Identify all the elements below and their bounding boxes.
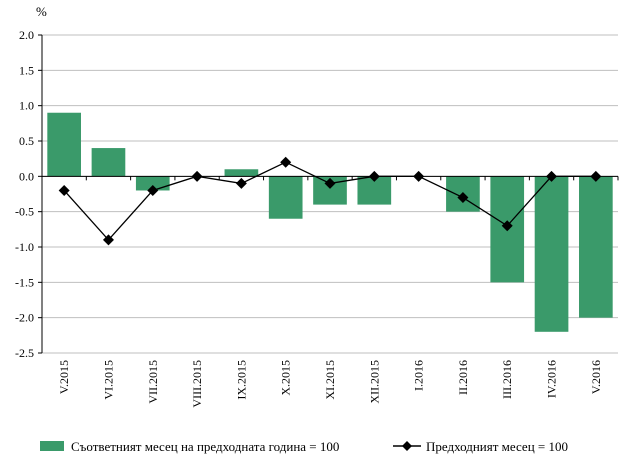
x-tick-label: VIII.2015 bbox=[190, 360, 204, 408]
x-tick-label: IV.2016 bbox=[545, 360, 559, 398]
legend-diamond-marker bbox=[402, 441, 412, 451]
x-tick-label: II.2016 bbox=[456, 360, 470, 395]
y-tick-label: -1.5 bbox=[15, 275, 34, 289]
y-tick-label: 1.0 bbox=[19, 99, 34, 113]
legend-bar-label: Съответният месец на предходната година … bbox=[71, 439, 339, 454]
line-point bbox=[235, 177, 247, 189]
line-point bbox=[457, 192, 469, 204]
y-tick-label: -2.5 bbox=[15, 346, 34, 360]
axes: 2.0 1.5 1.0 0.5 0.0 -0.5 -1.0 -1.5 -2.0 -2.5 V.201… bbox=[15, 28, 619, 408]
y-tick-label: 1.5 bbox=[19, 63, 34, 77]
bar bbox=[224, 169, 259, 177]
y-tick-label: 2.0 bbox=[19, 28, 34, 42]
line-point bbox=[324, 177, 336, 189]
y-tick-label: -2.0 bbox=[15, 311, 34, 325]
x-tick-label: XII.2015 bbox=[367, 360, 381, 404]
y-tick-label: -1.0 bbox=[15, 240, 34, 254]
x-tick-label: IX.2015 bbox=[234, 360, 248, 400]
x-tick-label: III.2016 bbox=[500, 360, 514, 399]
x-tick-label: V.2015 bbox=[57, 360, 71, 394]
line-point bbox=[102, 234, 114, 246]
y-unit-label: % bbox=[36, 4, 47, 19]
bar bbox=[579, 176, 613, 318]
x-tick-label: V.2016 bbox=[589, 360, 603, 394]
line-point bbox=[147, 184, 159, 196]
legend-line-label: Предходният месец = 100 bbox=[426, 439, 568, 454]
bar bbox=[135, 176, 170, 191]
x-tick-label: I.2016 bbox=[412, 360, 426, 391]
bar bbox=[268, 176, 303, 219]
y-tick-label: -0.5 bbox=[15, 205, 34, 219]
legend-bar-swatch bbox=[40, 441, 64, 451]
bars bbox=[47, 112, 613, 332]
bar bbox=[47, 112, 81, 177]
line-point bbox=[280, 156, 292, 168]
bar bbox=[91, 148, 126, 177]
y-tick-label: 0.5 bbox=[19, 134, 34, 148]
legend: Съответният месец на предходната година … bbox=[40, 439, 568, 454]
bar bbox=[534, 176, 569, 332]
x-tick-label: X.2015 bbox=[279, 360, 293, 396]
y-tick-label: 0.0 bbox=[19, 169, 34, 183]
line-point bbox=[501, 220, 513, 232]
x-tick-label: VII.2015 bbox=[146, 360, 160, 404]
line-point bbox=[58, 184, 70, 196]
x-tick-label: VI.2015 bbox=[101, 360, 115, 400]
x-tick-label: XI.2015 bbox=[323, 360, 337, 400]
